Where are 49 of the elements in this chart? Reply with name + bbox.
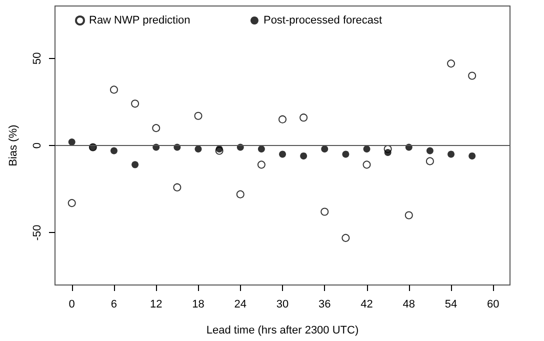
y-tick-label: -50: [32, 224, 44, 241]
point: [194, 112, 202, 120]
point: [448, 150, 455, 158]
y-axis-title: Bias (%): [8, 124, 20, 166]
point: [447, 60, 456, 68]
point: [300, 114, 308, 122]
point: [110, 86, 118, 94]
point: [110, 147, 118, 154]
y-tick-label: 0: [32, 142, 44, 149]
point: [132, 161, 139, 168]
point: [363, 145, 370, 152]
legend-label: Post-processed forecast: [263, 14, 382, 26]
point: [257, 160, 266, 169]
point: [468, 152, 476, 160]
x-tick-label: 42: [360, 298, 373, 310]
point: [68, 138, 76, 146]
point: [426, 157, 434, 166]
point: [258, 145, 265, 152]
x-axis-title: Lead time (hrs after 2300 UTC): [206, 324, 359, 336]
legend-label: Raw NWP prediction: [89, 14, 190, 26]
point: [215, 146, 224, 155]
x-tick-label: 36: [318, 298, 331, 310]
x-tick-label: 60: [487, 298, 500, 310]
x-tick-label: 24: [234, 298, 246, 310]
point: [320, 208, 329, 216]
point: [173, 183, 182, 192]
point: [278, 115, 286, 124]
x-tick-label: 0: [68, 298, 75, 310]
point: [342, 150, 350, 158]
x-tick-label: 54: [444, 298, 458, 310]
point: [404, 211, 413, 220]
point: [236, 190, 244, 198]
point: [194, 145, 202, 152]
point: [426, 147, 434, 154]
x-tick-label: 6: [110, 298, 118, 310]
point: [342, 234, 350, 242]
point: [362, 160, 371, 169]
point: [468, 72, 476, 80]
y-tick-label: 50: [32, 52, 44, 64]
point: [279, 150, 286, 158]
point: [152, 124, 160, 132]
x-tick-label: 18: [192, 298, 204, 310]
x-tick-label: 30: [276, 298, 289, 310]
x-tick-label: 48: [402, 298, 416, 310]
point: [300, 152, 308, 160]
point: [321, 145, 328, 152]
point: [68, 199, 76, 208]
x-tick-label: 12: [150, 298, 162, 310]
point: [131, 100, 140, 108]
